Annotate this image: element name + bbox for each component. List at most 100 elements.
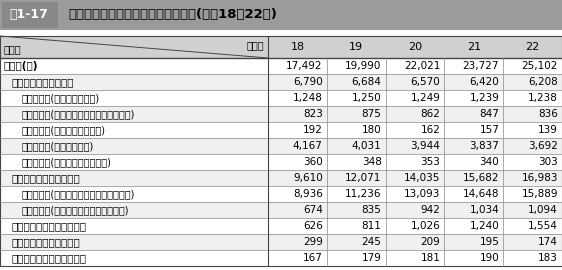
Text: 年　次: 年 次 xyxy=(246,40,264,50)
Text: 340: 340 xyxy=(479,157,499,167)
Text: 20: 20 xyxy=(408,42,422,52)
Text: 192: 192 xyxy=(303,125,323,135)
Text: 総　数(軒): 総 数(軒) xyxy=(3,61,38,71)
Bar xyxy=(0,234,562,250)
Bar xyxy=(0,202,562,218)
Text: 209: 209 xyxy=(420,237,441,247)
Bar xyxy=(0,36,562,58)
Text: 区　分: 区 分 xyxy=(4,44,21,54)
Text: 18: 18 xyxy=(291,42,305,52)
Text: 25,102: 25,102 xyxy=(522,61,558,71)
Bar xyxy=(0,0,562,30)
Text: 179: 179 xyxy=(362,253,382,263)
Text: 15,682: 15,682 xyxy=(463,173,499,183)
Text: 1,249: 1,249 xyxy=(410,93,441,103)
Text: 1,554: 1,554 xyxy=(528,221,558,231)
Bar xyxy=(0,74,562,90)
Bar xyxy=(0,106,562,122)
Text: 674: 674 xyxy=(303,205,323,215)
Text: 836: 836 xyxy=(538,109,558,119)
Text: 14,035: 14,035 xyxy=(404,173,441,183)
Bar xyxy=(0,138,562,154)
Text: 第３号営業(ストリップ劇場等): 第３号営業(ストリップ劇場等) xyxy=(22,125,106,135)
Text: 第１号営業(ソープランド等): 第１号営業(ソープランド等) xyxy=(22,93,100,103)
Text: 21: 21 xyxy=(466,42,481,52)
Text: 9,610: 9,610 xyxy=(293,173,323,183)
Text: 6,420: 6,420 xyxy=(469,77,499,87)
Text: 360: 360 xyxy=(303,157,323,167)
Text: 19,990: 19,990 xyxy=(345,61,382,71)
Text: 190: 190 xyxy=(479,253,499,263)
Text: 183: 183 xyxy=(538,253,558,263)
Text: 162: 162 xyxy=(420,125,441,135)
Text: 245: 245 xyxy=(362,237,382,247)
Text: 8,936: 8,936 xyxy=(293,189,323,199)
Text: 23,727: 23,727 xyxy=(463,61,499,71)
Text: 942: 942 xyxy=(420,205,441,215)
Text: 無店舗型性風俗特殊営業: 無店舗型性風俗特殊営業 xyxy=(12,173,81,183)
Text: 139: 139 xyxy=(538,125,558,135)
Bar xyxy=(0,90,562,106)
Text: 第２号営業(アダルトビデオ等通信販売): 第２号営業(アダルトビデオ等通信販売) xyxy=(22,205,129,215)
Text: 11,236: 11,236 xyxy=(345,189,382,199)
Text: 626: 626 xyxy=(303,221,323,231)
Text: 348: 348 xyxy=(362,157,382,167)
Text: 847: 847 xyxy=(479,109,499,119)
Text: 性風俗関連特殊営業の届出数の推移(平成18〜22年): 性風俗関連特殊営業の届出数の推移(平成18〜22年) xyxy=(68,8,277,22)
Text: 店舗型性風俗特殊営業: 店舗型性風俗特殊営業 xyxy=(12,77,75,87)
Text: 無店舗型電話異性紹介営業: 無店舗型電話異性紹介営業 xyxy=(12,253,87,263)
Text: 第１号営業(派遣型ファッションヘルス等): 第１号営業(派遣型ファッションヘルス等) xyxy=(22,189,135,199)
Text: 299: 299 xyxy=(303,237,323,247)
Text: 6,684: 6,684 xyxy=(352,77,382,87)
Text: 16,983: 16,983 xyxy=(522,173,558,183)
Text: 1,240: 1,240 xyxy=(469,221,499,231)
Text: 1,094: 1,094 xyxy=(528,205,558,215)
Text: 3,837: 3,837 xyxy=(469,141,499,151)
Text: 823: 823 xyxy=(303,109,323,119)
Text: 13,093: 13,093 xyxy=(404,189,441,199)
Text: 1,238: 1,238 xyxy=(528,93,558,103)
Text: 22: 22 xyxy=(525,42,540,52)
Bar xyxy=(0,154,562,170)
Bar xyxy=(0,58,562,74)
Text: 15,889: 15,889 xyxy=(522,189,558,199)
Text: 4,167: 4,167 xyxy=(293,141,323,151)
Text: 303: 303 xyxy=(538,157,558,167)
Text: 181: 181 xyxy=(420,253,441,263)
Text: 6,790: 6,790 xyxy=(293,77,323,87)
Bar xyxy=(0,36,562,266)
Text: 6,570: 6,570 xyxy=(411,77,441,87)
Text: 195: 195 xyxy=(479,237,499,247)
Text: 14,648: 14,648 xyxy=(463,189,499,199)
Text: 第４号営業(ラブホテル等): 第４号営業(ラブホテル等) xyxy=(22,141,94,151)
Text: 180: 180 xyxy=(362,125,382,135)
Text: 157: 157 xyxy=(479,125,499,135)
Text: 4,031: 4,031 xyxy=(352,141,382,151)
Text: 店舗型電話異性紹介営業: 店舗型電話異性紹介営業 xyxy=(12,237,81,247)
Text: 1,248: 1,248 xyxy=(293,93,323,103)
Bar xyxy=(0,186,562,202)
Text: 12,071: 12,071 xyxy=(345,173,382,183)
Text: 1,026: 1,026 xyxy=(411,221,441,231)
Text: 3,692: 3,692 xyxy=(528,141,558,151)
Text: 811: 811 xyxy=(362,221,382,231)
Text: 353: 353 xyxy=(420,157,441,167)
Bar xyxy=(0,250,562,266)
Bar xyxy=(0,218,562,234)
Text: 第２号営業(店舗型ファッションヘルス等): 第２号営業(店舗型ファッションヘルス等) xyxy=(22,109,135,119)
Text: 835: 835 xyxy=(362,205,382,215)
Text: 19: 19 xyxy=(349,42,363,52)
Bar xyxy=(0,122,562,138)
Text: 167: 167 xyxy=(303,253,323,263)
Bar xyxy=(0,170,562,186)
Text: 174: 174 xyxy=(538,237,558,247)
Text: 映像送信型性風俗特殊営業: 映像送信型性風俗特殊営業 xyxy=(12,221,87,231)
Bar xyxy=(2,2,58,28)
Text: 1,034: 1,034 xyxy=(469,205,499,215)
Text: 1,250: 1,250 xyxy=(352,93,382,103)
Text: 表1-17: 表1-17 xyxy=(10,8,48,22)
Text: 第５号営業(アダルトショップ等): 第５号営業(アダルトショップ等) xyxy=(22,157,112,167)
Text: 862: 862 xyxy=(420,109,441,119)
Text: 3,944: 3,944 xyxy=(410,141,441,151)
Text: 6,208: 6,208 xyxy=(528,77,558,87)
